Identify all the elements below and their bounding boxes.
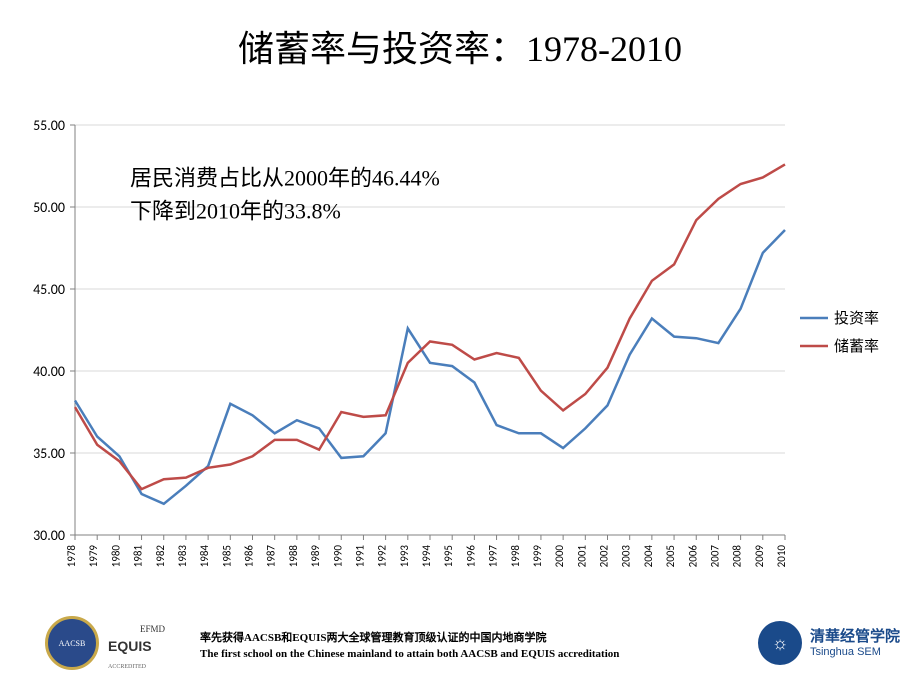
footer: AACSB EFMD EQUIS ACCREDITED 率先获得AACSB和EQ… [0, 610, 920, 680]
x-tick-label: 2010 [775, 545, 788, 568]
x-tick-label: 1984 [198, 545, 211, 568]
y-tick-label: 50.00 [33, 199, 65, 216]
x-tick-label: 1996 [464, 545, 477, 568]
footer-cn: 率先获得AACSB和EQUIS两大全球管理教育顶级认证的中国内地商学院 [200, 631, 619, 646]
tsinghua-en: Tsinghua SEM [810, 646, 900, 658]
equis-badge: EFMD EQUIS ACCREDITED [100, 630, 165, 670]
y-tick-label: 30.00 [33, 527, 65, 544]
chart-annotation-line1: 居民消费占比从2000年的46.44% [130, 166, 440, 191]
x-tick-label: 1992 [376, 545, 389, 568]
x-tick-label: 2001 [575, 545, 588, 568]
chart-area: 30.00 35.00 40.00 45.00 50.00 55.00 1978 1979 19… [20, 115, 900, 585]
tsinghua-badge-icon: ☼ [758, 621, 802, 665]
series-line [75, 230, 785, 504]
x-tick-label: 1985 [220, 545, 233, 567]
x-tick-label: 1983 [176, 545, 189, 568]
x-tick-label: 1995 [442, 545, 455, 567]
slide-title: 储蓄率与投资率：1978-2010 [0, 20, 920, 72]
chart-annotation-line2: 下降到2010年的33.8% [130, 198, 341, 223]
x-tick-label: 2003 [620, 545, 633, 568]
x-tick-label: 2009 [753, 545, 766, 568]
x-tick-label: 1986 [243, 545, 256, 568]
x-tick-label: 1999 [531, 545, 544, 568]
y-tick-label: 35.00 [33, 445, 65, 462]
legend-label: 储蓄率 [834, 338, 879, 355]
x-tick-label: 2008 [731, 545, 744, 568]
footer-en: The first school on the Chinese mainland… [200, 647, 619, 662]
legend-label: 投资率 [834, 310, 879, 327]
tsinghua-logo-block: ☼ 清華经管学院 Tsinghua SEM [758, 621, 900, 665]
x-tick-label: 1993 [398, 545, 411, 568]
x-tick-label: 1987 [265, 545, 278, 568]
x-tick-label: 1998 [509, 545, 522, 568]
aacsb-badge: AACSB [45, 616, 99, 670]
y-tick-label: 40.00 [33, 363, 65, 380]
x-tick-label: 2007 [708, 545, 721, 568]
x-tick-label: 1988 [287, 545, 300, 568]
x-tick-label: 2004 [642, 545, 655, 568]
x-tick-label: 1982 [154, 545, 167, 568]
footer-text: 率先获得AACSB和EQUIS两大全球管理教育顶级认证的中国内地商学院 The … [200, 631, 619, 662]
x-tick-label: 1989 [309, 545, 322, 568]
x-tick-label: 1978 [65, 545, 78, 568]
x-tick-label: 1997 [487, 545, 500, 568]
line-chart: 30.00 35.00 40.00 45.00 50.00 55.00 1978 1979 19… [20, 115, 900, 585]
y-tick-label: 45.00 [33, 281, 65, 298]
x-tick-label: 1979 [87, 545, 100, 568]
x-tick-label: 1980 [109, 545, 122, 568]
x-tick-label: 2002 [598, 545, 611, 568]
y-tick-label: 55.00 [33, 117, 65, 134]
slide: 储蓄率与投资率：1978-2010 30.00 35.00 40.00 45.00 50… [0, 0, 920, 690]
x-tick-label: 1990 [331, 545, 344, 568]
x-tick-label: 1981 [132, 545, 145, 568]
x-tick-label: 2000 [553, 545, 566, 568]
x-tick-label: 1991 [353, 545, 366, 568]
x-tick-label: 2005 [664, 545, 677, 567]
x-tick-label: 1994 [420, 545, 433, 568]
tsinghua-cn: 清華经管学院 [810, 628, 900, 646]
x-tick-label: 2006 [686, 545, 699, 568]
